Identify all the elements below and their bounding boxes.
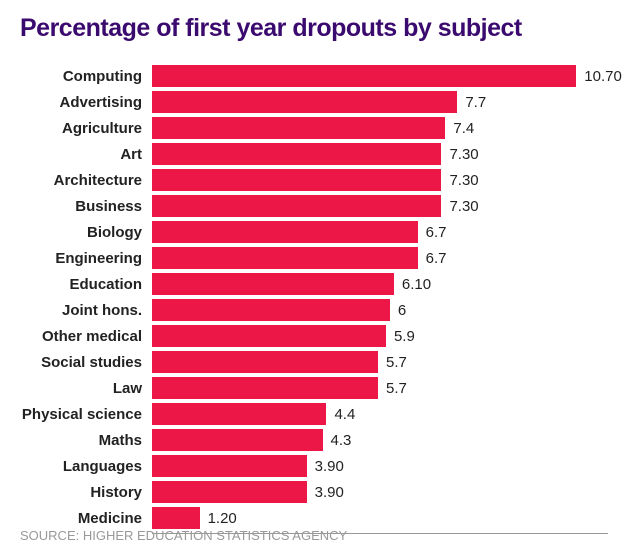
row-value: 1.20 xyxy=(200,510,237,527)
bar xyxy=(152,351,378,373)
chart-source: SOURCE: HIGHER EDUCATION STATISTICS AGEN… xyxy=(20,528,347,543)
chart-row: Joint hons. 6 xyxy=(20,297,620,323)
bar-area: 5.7 xyxy=(152,351,620,373)
row-value: 3.90 xyxy=(307,484,344,501)
row-label: Social studies xyxy=(20,354,152,371)
row-label: Maths xyxy=(20,432,152,449)
row-label: Other medical xyxy=(20,328,152,345)
chart-title: Percentage of first year dropouts by sub… xyxy=(20,14,620,43)
bar-area: 3.90 xyxy=(152,481,620,503)
chart-row: Agriculture 7.4 xyxy=(20,115,620,141)
bar-area: 4.4 xyxy=(152,403,620,425)
bar-area: 6.7 xyxy=(152,221,620,243)
bar-area: 7.4 xyxy=(152,117,620,139)
bar-area: 3.90 xyxy=(152,455,620,477)
row-value: 7.30 xyxy=(441,172,478,189)
bar-area: 5.9 xyxy=(152,325,620,347)
row-label: Computing xyxy=(20,68,152,85)
bar xyxy=(152,429,323,451)
row-value: 6 xyxy=(390,302,406,319)
chart-row: Biology 6.7 xyxy=(20,219,620,245)
bar xyxy=(152,221,418,243)
row-label: History xyxy=(20,484,152,501)
row-value: 5.9 xyxy=(386,328,415,345)
bar xyxy=(152,117,445,139)
row-value: 3.90 xyxy=(307,458,344,475)
bar xyxy=(152,299,390,321)
bar xyxy=(152,65,576,87)
row-value: 10.70 xyxy=(576,68,622,85)
row-label: Languages xyxy=(20,458,152,475)
bar-area: 6 xyxy=(152,299,620,321)
chart-row: History 3.90 xyxy=(20,479,620,505)
row-label: Law xyxy=(20,380,152,397)
row-label: Joint hons. xyxy=(20,302,152,319)
bar-area: 7.30 xyxy=(152,143,620,165)
chart-row: Computing 10.70 xyxy=(20,63,620,89)
chart-row: Law 5.7 xyxy=(20,375,620,401)
bar xyxy=(152,143,441,165)
row-value: 7.30 xyxy=(441,146,478,163)
bar-area: 1.20 xyxy=(152,507,620,529)
row-label: Advertising xyxy=(20,94,152,111)
row-value: 5.7 xyxy=(378,354,407,371)
chart-row: Art 7.30 xyxy=(20,141,620,167)
chart-row: Education 6.10 xyxy=(20,271,620,297)
bar xyxy=(152,273,394,295)
bar xyxy=(152,169,441,191)
chart-row: Social studies 5.7 xyxy=(20,349,620,375)
bar xyxy=(152,325,386,347)
row-value: 6.10 xyxy=(394,276,431,293)
chart-row: Engineering 6.7 xyxy=(20,245,620,271)
row-label: Agriculture xyxy=(20,120,152,137)
bar xyxy=(152,91,457,113)
row-value: 4.3 xyxy=(323,432,352,449)
bar-chart: Computing 10.70 Advertising 7.7 Agriculture 7… xyxy=(20,63,620,534)
bar xyxy=(152,195,441,217)
bar xyxy=(152,247,418,269)
row-value: 7.7 xyxy=(457,94,486,111)
chart-row: Languages 3.90 xyxy=(20,453,620,479)
row-value: 7.30 xyxy=(441,198,478,215)
chart-row: Business 7.30 xyxy=(20,193,620,219)
bar xyxy=(152,403,326,425)
row-label: Education xyxy=(20,276,152,293)
row-value: 6.7 xyxy=(418,224,447,241)
bar-area: 7.7 xyxy=(152,91,620,113)
bar-area: 7.30 xyxy=(152,195,620,217)
bar xyxy=(152,481,307,503)
row-label: Art xyxy=(20,146,152,163)
bar-area: 5.7 xyxy=(152,377,620,399)
row-value: 4.4 xyxy=(326,406,355,423)
row-value: 5.7 xyxy=(378,380,407,397)
row-label: Engineering xyxy=(20,250,152,267)
bar-area: 6.10 xyxy=(152,273,620,295)
bar xyxy=(152,377,378,399)
bar-area: 10.70 xyxy=(152,65,622,87)
bar-area: 4.3 xyxy=(152,429,620,451)
row-value: 6.7 xyxy=(418,250,447,267)
bar-area: 6.7 xyxy=(152,247,620,269)
bar xyxy=(152,455,307,477)
chart-row: Physical science 4.4 xyxy=(20,401,620,427)
chart-row: Advertising 7.7 xyxy=(20,89,620,115)
row-label: Biology xyxy=(20,224,152,241)
row-label: Physical science xyxy=(20,406,152,423)
bar xyxy=(152,507,200,529)
chart-row: Other medical 5.9 xyxy=(20,323,620,349)
row-label: Business xyxy=(20,198,152,215)
chart-row: Architecture 7.30 xyxy=(20,167,620,193)
chart-row: Maths 4.3 xyxy=(20,427,620,453)
row-value: 7.4 xyxy=(445,120,474,137)
row-label: Architecture xyxy=(20,172,152,189)
bar-area: 7.30 xyxy=(152,169,620,191)
row-label: Medicine xyxy=(20,510,152,527)
